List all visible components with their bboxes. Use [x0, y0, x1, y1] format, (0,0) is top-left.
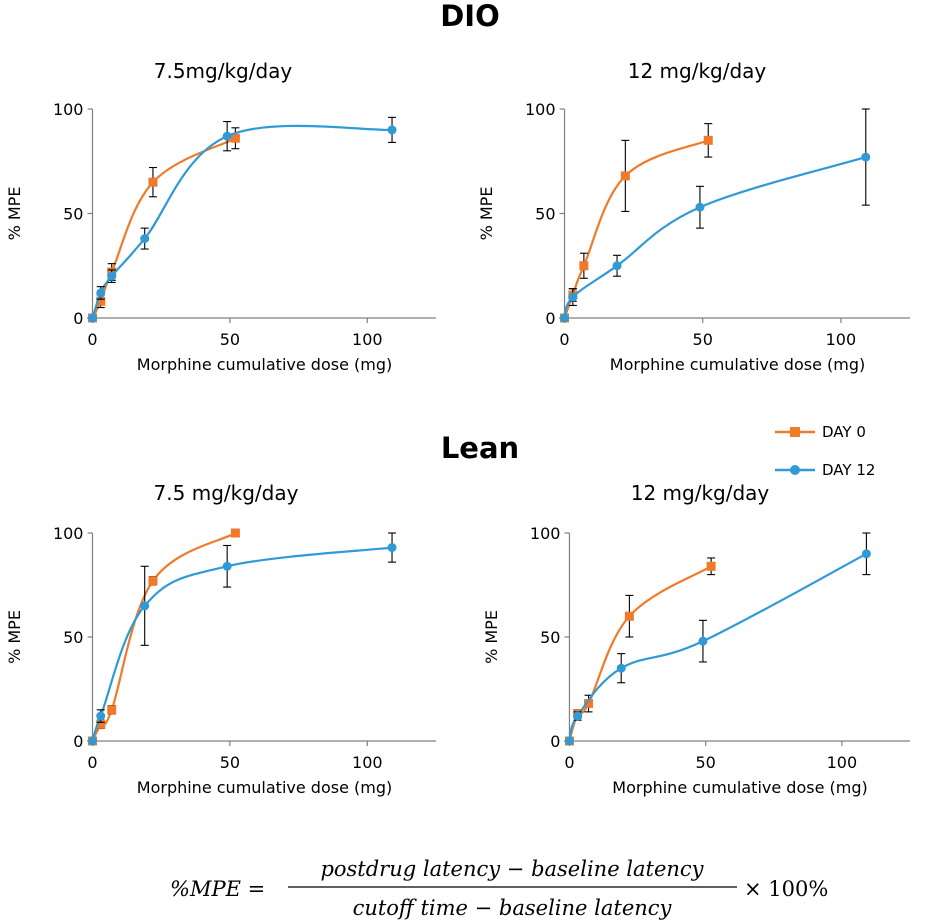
data-point-day12 — [96, 288, 106, 298]
data-point-day0 — [579, 261, 589, 271]
series-line-day0 — [563, 139, 709, 319]
formula-numerator: postdrug latency − baseline latency — [320, 857, 704, 881]
x-axis-label: Morphine cumulative dose (mg) — [137, 778, 392, 797]
data-point-day0 — [706, 561, 716, 571]
data-point-day12 — [87, 736, 97, 746]
x-tick-label: 50 — [693, 330, 713, 349]
data-point-day0 — [230, 528, 240, 538]
panel-title: 12 mg/kg/day — [628, 59, 767, 83]
data-point-day12 — [560, 313, 570, 323]
formula-lhs: %MPE = — [170, 877, 265, 901]
data-point-day0 — [148, 576, 158, 586]
chart-panels: 7.5mg/kg/day 0 50 100 0 50 100 Morphine cumulat… — [5, 59, 910, 797]
chart-panel-4: 12 mg/kg/day 0 50 100 0 50 100 Morphine cumulat… — [482, 481, 910, 797]
y-tick-label: 0 — [73, 309, 83, 328]
x-tick-label: 100 — [352, 753, 383, 772]
data-point-day12 — [695, 202, 705, 212]
data-point-day12 — [387, 125, 397, 135]
x-axis-label: Morphine cumulative dose (mg) — [612, 778, 867, 797]
y-tick-label: 100 — [530, 524, 561, 543]
data-point-day12 — [387, 543, 397, 553]
series-line-day0 — [568, 565, 712, 742]
panel-title: 12 mg/kg/day — [631, 481, 770, 505]
data-point-day12 — [96, 711, 106, 721]
x-axis-label: Morphine cumulative dose (mg) — [137, 355, 392, 374]
y-axis-label: % MPE — [482, 610, 501, 664]
data-point-day12 — [222, 131, 232, 141]
group-title-lean: Lean — [441, 431, 519, 465]
data-point-day12 — [87, 313, 97, 323]
data-point-day12 — [573, 711, 583, 721]
legend-day0-marker — [790, 427, 800, 437]
x-axis-label: Morphine cumulative dose (mg) — [610, 355, 865, 374]
x-tick-label: 100 — [826, 330, 857, 349]
data-point-day0 — [624, 611, 634, 621]
data-point-day0 — [96, 719, 106, 729]
series-line-day12 — [91, 124, 393, 319]
data-point-day0 — [107, 705, 117, 715]
x-tick-label: 50 — [220, 330, 240, 349]
data-point-day0 — [584, 699, 594, 709]
mpe-formula: %MPE = postdrug latency − baseline laten… — [170, 857, 828, 920]
x-tick-label: 0 — [87, 753, 97, 772]
data-point-day12 — [612, 261, 622, 271]
x-tick-label: 100 — [352, 330, 383, 349]
y-tick-label: 0 — [545, 309, 555, 328]
legend: DAY 0 DAY 12 — [775, 423, 875, 479]
legend-day12-marker — [790, 465, 800, 475]
panel-title: 7.5mg/kg/day — [154, 59, 293, 83]
formula-multiplier: × 100% — [744, 877, 828, 901]
x-tick-label: 100 — [827, 753, 858, 772]
x-tick-label: 50 — [220, 753, 240, 772]
y-axis-label: % MPE — [477, 187, 496, 241]
y-tick-label: 50 — [540, 628, 560, 647]
y-tick-label: 0 — [550, 732, 560, 751]
data-point-day12 — [140, 601, 150, 611]
y-tick-label: 50 — [63, 205, 83, 224]
chart-panel-2: 12 mg/kg/day 0 50 100 0 50 100 Morphine cumulat… — [477, 59, 910, 374]
data-point-day0 — [96, 296, 106, 306]
y-tick-label: 50 — [63, 628, 83, 647]
x-tick-label: 50 — [695, 753, 715, 772]
data-point-day12 — [861, 549, 871, 559]
x-tick-label: 0 — [559, 330, 569, 349]
data-point-day12 — [107, 271, 117, 281]
data-point-day0 — [703, 135, 713, 145]
y-tick-label: 100 — [53, 524, 84, 543]
series-line-day12 — [563, 156, 867, 319]
x-tick-label: 0 — [564, 753, 574, 772]
data-point-day12 — [140, 234, 150, 244]
data-point-day12 — [861, 152, 871, 162]
chart-panel-1: 7.5mg/kg/day 0 50 100 0 50 100 Morphine cumulat… — [5, 59, 436, 374]
y-tick-label: 50 — [535, 205, 555, 224]
legend-day12-label: DAY 12 — [822, 461, 875, 479]
data-point-day0 — [230, 133, 240, 143]
group-title-dio: DIO — [440, 0, 500, 33]
data-point-day0 — [148, 177, 158, 187]
data-point-day12 — [698, 636, 708, 646]
series-line-day12 — [568, 552, 867, 742]
data-point-day0 — [620, 171, 630, 181]
formula-denominator: cutoff time − baseline latency — [353, 896, 673, 920]
panel-title: 7.5 mg/kg/day — [154, 481, 299, 505]
legend-day0-label: DAY 0 — [822, 423, 866, 441]
chart-panel-3: 7.5 mg/kg/day 0 50 100 0 50 100 Morphine cumula… — [5, 481, 436, 797]
y-tick-label: 100 — [525, 100, 556, 119]
x-tick-label: 0 — [87, 330, 97, 349]
series-line-day12 — [91, 546, 393, 742]
series-line-day0 — [91, 137, 236, 319]
y-tick-label: 0 — [73, 732, 83, 751]
data-point-day12 — [616, 663, 626, 673]
data-point-day12 — [222, 561, 232, 571]
y-axis-label: % MPE — [5, 610, 24, 664]
data-point-day12 — [564, 736, 574, 746]
y-tick-label: 100 — [53, 100, 84, 119]
data-point-day12 — [568, 292, 578, 302]
y-axis-label: % MPE — [5, 187, 24, 241]
